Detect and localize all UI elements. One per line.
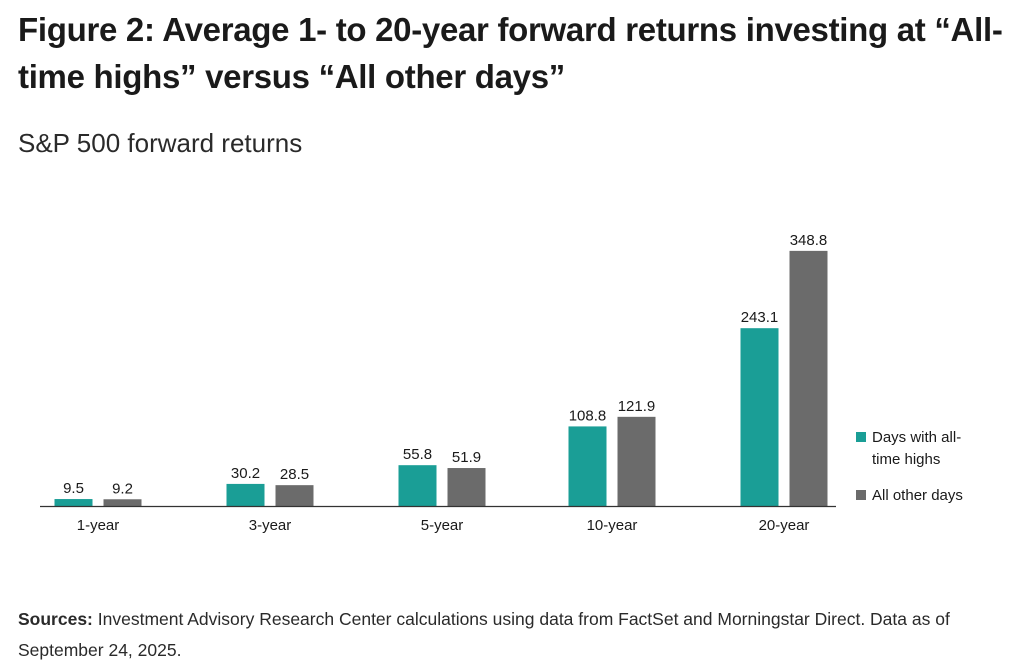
data-label: 348.8 [790,232,828,249]
legend-label: Days with all- [872,429,961,446]
data-label: 243.1 [741,309,779,326]
legend-label: All other days [872,487,963,504]
x-tick-label: 1-year [77,517,120,534]
data-label: 55.8 [403,446,432,463]
plot-area: 9.5 9.2 1-year 30.2 28.5 3-year 55.8 51.9 5-year… [40,232,836,534]
x-tick-label: 5-year [421,517,464,534]
chart-title: Figure 2: Average 1- to 20-year forward … [18,11,1003,95]
x-tick-label: 20-year [759,517,810,534]
legend-swatch [856,490,866,500]
sources-text: Investment Advisory Research Center calc… [18,609,950,660]
bar-other-days-1-year [103,499,142,506]
x-tick-label: 3-year [249,517,292,534]
data-label: 30.2 [231,465,260,482]
data-label: 51.9 [452,449,481,466]
data-label: 9.5 [63,480,84,497]
bar-all-time-highs-20-year [740,328,779,506]
data-label: 121.9 [618,398,656,415]
chart-subtitle: S&P 500 forward returns [18,128,303,158]
sources-label: Sources: [18,609,93,629]
legend-swatch [856,432,866,442]
bar-other-days-10-year [617,416,656,506]
bar-chart: 9.5 9.2 1-year 30.2 28.5 3-year 55.8 51.9 5-year… [40,232,963,534]
bar-other-days-5-year [447,468,486,506]
bar-other-days-3-year [275,485,314,506]
sources-note: Sources: Investment Advisory Research Ce… [18,604,1008,666]
bar-other-days-20-year [789,250,828,506]
legend: Days with all-time highs All other days [856,429,963,504]
bar-all-time-highs-10-year [568,426,607,506]
data-label: 28.5 [280,466,309,483]
legend-label: time highs [872,451,940,468]
data-label: 108.8 [569,407,607,424]
x-tick-label: 10-year [587,517,638,534]
data-label: 9.2 [112,480,133,497]
bar-all-time-highs-1-year [54,499,93,506]
bar-all-time-highs-5-year [398,465,437,506]
bar-all-time-highs-3-year [226,483,265,506]
